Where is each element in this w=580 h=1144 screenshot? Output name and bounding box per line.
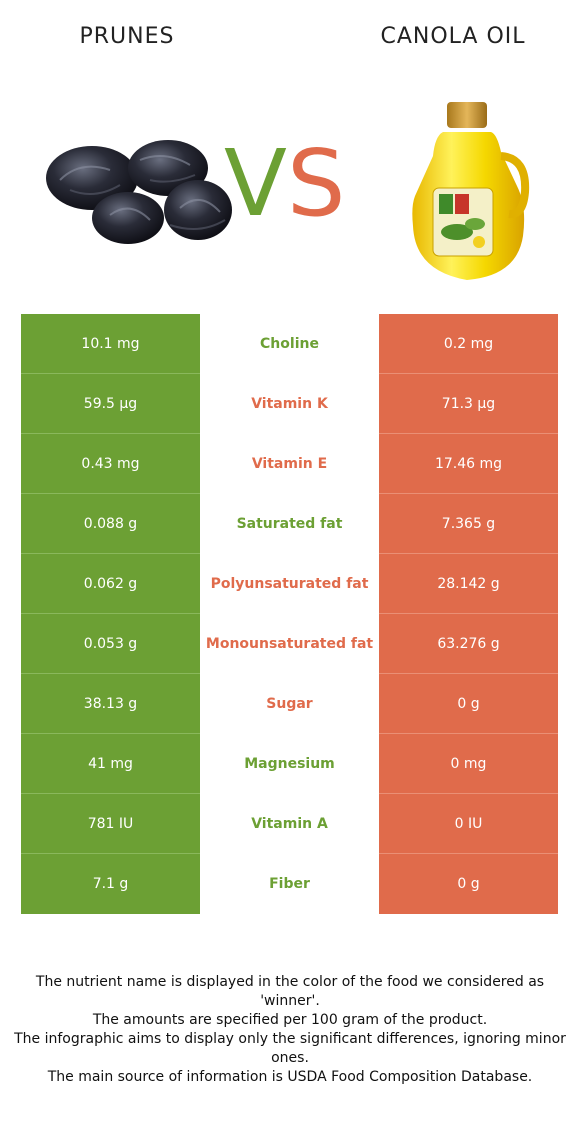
table-row: 41 mg Magnesium 0 mg <box>21 734 558 794</box>
canola-oil-bottle-image <box>412 102 530 280</box>
footnotes: The nutrient name is displayed in the co… <box>14 973 566 1087</box>
table-row: 0.053 g Monounsaturated fat 63.276 g <box>21 614 558 674</box>
comparison-table: 10.1 mg Choline 0.2 mg 59.5 µg Vitamin K 71.3… <box>21 314 558 914</box>
footnote-source: The main source of information is USDA F… <box>47 1069 533 1085</box>
table-row: 59.5 µg Vitamin K 71.3 µg <box>21 374 558 434</box>
right-value-cell: 7.365 g <box>379 494 558 554</box>
right-value-cell: 0 IU <box>379 794 558 854</box>
left-value-cell: 781 IU <box>21 794 200 854</box>
nutrient-name-cell: Vitamin E <box>200 434 379 494</box>
nutrient-name-cell: Fiber <box>200 854 379 914</box>
left-food-title: PRUNES <box>79 24 175 49</box>
right-value-cell: 0 g <box>379 674 558 734</box>
left-value-cell: 7.1 g <box>21 854 200 914</box>
footnote-differences: The infographic aims to display only the… <box>14 1031 566 1066</box>
nutrient-name-cell: Choline <box>200 314 379 374</box>
nutrient-name-cell: Saturated fat <box>200 494 379 554</box>
right-value-cell: 71.3 µg <box>379 374 558 434</box>
vs-label: VS <box>224 130 346 237</box>
right-value-cell: 0.2 mg <box>379 314 558 374</box>
right-value-cell: 28.142 g <box>379 554 558 614</box>
table-row: 0.088 g Saturated fat 7.365 g <box>21 494 558 554</box>
left-value-cell: 38.13 g <box>21 674 200 734</box>
right-value-cell: 0 g <box>379 854 558 914</box>
table-row: 38.13 g Sugar 0 g <box>21 674 558 734</box>
left-value-cell: 59.5 µg <box>21 374 200 434</box>
nutrient-name-cell: Sugar <box>200 674 379 734</box>
table-row: 10.1 mg Choline 0.2 mg <box>21 314 558 374</box>
left-value-cell: 0.088 g <box>21 494 200 554</box>
right-value-cell: 63.276 g <box>379 614 558 674</box>
table-row: 0.062 g Polyunsaturated fat 28.142 g <box>21 554 558 614</box>
nutrient-name-cell: Vitamin K <box>200 374 379 434</box>
left-value-cell: 0.43 mg <box>21 434 200 494</box>
left-value-cell: 10.1 mg <box>21 314 200 374</box>
left-value-cell: 0.053 g <box>21 614 200 674</box>
table-row: 7.1 g Fiber 0 g <box>21 854 558 914</box>
right-value-cell: 17.46 mg <box>379 434 558 494</box>
nutrient-name-cell: Magnesium <box>200 734 379 794</box>
left-value-cell: 0.062 g <box>21 554 200 614</box>
footnote-amounts: The amounts are specified per 100 gram o… <box>92 1012 488 1028</box>
footnote-winner-color: The nutrient name is displayed in the co… <box>35 974 545 1009</box>
right-value-cell: 0 mg <box>379 734 558 794</box>
nutrient-name-cell: Vitamin A <box>200 794 379 854</box>
table-row: 0.43 mg Vitamin E 17.46 mg <box>21 434 558 494</box>
nutrient-name-cell: Monounsaturated fat <box>200 614 379 674</box>
nutrient-name-cell: Polyunsaturated fat <box>200 554 379 614</box>
prunes-image <box>46 140 232 244</box>
right-food-title: CANOLA OIL <box>380 24 526 49</box>
left-value-cell: 41 mg <box>21 734 200 794</box>
